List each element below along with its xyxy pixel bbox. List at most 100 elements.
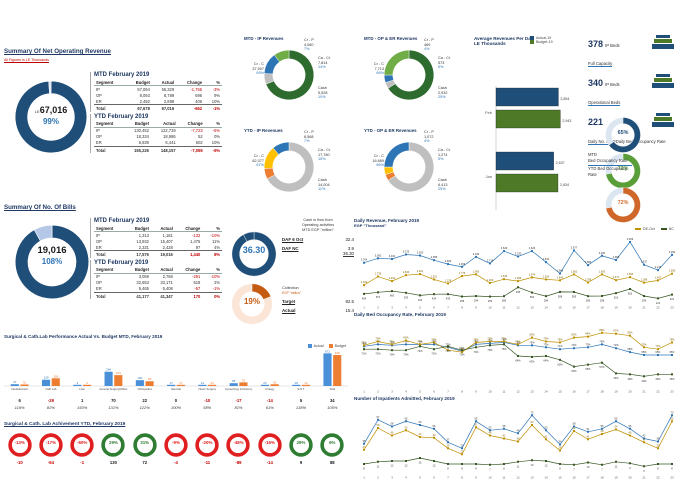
series-marker	[615, 292, 617, 295]
series-value-label: 80%	[403, 336, 409, 340]
surgical-percent: 122%	[139, 405, 150, 410]
surgical-percent: 61%	[265, 405, 274, 410]
series-marker	[363, 284, 365, 287]
series-value-label: 7	[489, 467, 491, 471]
daily-occupancy-chart-plot: 74%76%75%76%76%76%73%69%76%77%78%75%75%7…	[361, 328, 675, 394]
cell-seg: OP	[96, 280, 102, 286]
slice-percent: 67%	[256, 163, 264, 168]
series-value-label: 68%	[459, 347, 465, 351]
cashflow-row-label: DAF NC	[282, 245, 299, 251]
bills-mtd-table: Segment Budget Actual Change% IP 1,313 1,181 -1…	[94, 225, 222, 258]
x-axis-tick: 23	[670, 390, 674, 394]
series-marker	[419, 424, 421, 426]
revenue-donut-percent: 99%	[42, 116, 59, 126]
surgical-bar-value: 98	[148, 377, 152, 381]
series-value-label: 79%	[543, 336, 549, 340]
x-axis-tick: 18	[600, 476, 604, 480]
revenue-mtd-table-title: MTD February 2019	[94, 72, 150, 78]
series-marker	[447, 293, 449, 296]
table-row: IP 1,313 1,181 -132 -10%	[94, 232, 222, 239]
bills-donut-label: 19,016 108%	[12, 245, 92, 266]
slice-percent: 5%	[438, 157, 444, 162]
series-value-label: 73%	[543, 342, 549, 346]
legend-item: NC	[660, 227, 674, 231]
cell-seg: IP	[96, 128, 100, 134]
series-marker	[587, 295, 589, 298]
donut-slice-label: Cr - P 8,568 7%	[304, 130, 314, 144]
series-marker	[615, 420, 617, 423]
cell-budget: 3,059	[138, 274, 149, 280]
series-marker	[657, 279, 659, 282]
series-marker	[475, 255, 477, 258]
x-axis-tick: 23	[670, 476, 674, 480]
series-value-label: 71%	[655, 344, 661, 348]
series-value-label: 78%	[557, 337, 563, 341]
surgical-bar-value: 24	[210, 381, 214, 385]
series-marker	[405, 429, 407, 432]
x-axis-tick: 11	[502, 306, 505, 310]
revenue-donut-chart-0: MTD - IP Revenues Cr - C 37,907 69% Cr - P 4,…	[232, 36, 350, 124]
series-value-label: 54	[615, 425, 618, 429]
bills-donut-percent: 108%	[41, 256, 63, 266]
total-actual: 19,016	[150, 250, 175, 258]
slice-name: Cash	[438, 86, 447, 90]
series-marker	[573, 365, 575, 368]
revenue-mtd-table-header: Segment	[94, 79, 126, 87]
surgical-bar	[82, 384, 92, 386]
x-axis-tick: 11	[502, 476, 505, 480]
cashflow-row-label: DAF 6 Oct	[282, 236, 304, 242]
series-marker	[419, 254, 421, 257]
series-value-label: 68%	[627, 347, 633, 351]
collection-row-value: 82.5	[345, 299, 354, 305]
series-marker	[629, 373, 631, 376]
series-value-label: 75%	[389, 340, 395, 344]
x-axis-tick: 4	[405, 306, 407, 310]
cell-actual: 18,986	[163, 134, 176, 140]
table-row: ER 5,465 5,408 -57 -1%	[94, 286, 222, 293]
series-marker	[489, 342, 491, 345]
series-value-label: 74%	[361, 341, 367, 345]
series-value-label: 74%	[417, 349, 423, 353]
series-value-label: 434	[432, 297, 437, 301]
cashflow-total: 36.30	[343, 250, 354, 257]
total-pct: 8%	[202, 250, 222, 258]
series-marker	[461, 351, 463, 354]
series-marker	[615, 428, 617, 431]
surgical-ytd-gauge: -13%	[7, 432, 33, 458]
series-marker	[517, 280, 519, 283]
series-marker	[419, 457, 421, 459]
series-marker	[545, 346, 547, 349]
x-axis-tick: 13	[530, 476, 534, 480]
x-axis-tick: 16	[572, 476, 576, 480]
series-marker	[531, 250, 533, 253]
surgical-percent: 131%	[108, 405, 119, 410]
table-row: IP 130,452 122,729 -7,723 -6%	[94, 127, 222, 134]
series-marker	[475, 463, 477, 465]
cell-actual: 2,428	[162, 244, 173, 250]
legend-swatch	[307, 344, 312, 349]
cell-actual: 122,729	[160, 128, 176, 134]
series-marker	[405, 274, 407, 277]
achievement-ring	[195, 433, 219, 457]
surgical-bar	[323, 353, 332, 386]
surgical-bar	[260, 384, 270, 386]
series-value-label: 60%	[557, 362, 563, 366]
surgical-category-label: General Surgery&Other	[99, 388, 128, 391]
series-value-label: 55	[629, 424, 632, 428]
cell-budget: 13,932	[136, 238, 149, 244]
series-value-label: 2,586	[585, 260, 592, 264]
series-marker	[391, 290, 393, 293]
series-value-label: 1,903	[599, 269, 606, 273]
series-marker	[671, 293, 673, 296]
series-value-label: 83%	[529, 333, 535, 337]
series-value-label: 8	[671, 467, 673, 471]
series-marker	[657, 440, 659, 443]
slice-percent: 4%	[424, 139, 430, 144]
series-marker	[377, 348, 379, 351]
series-marker	[489, 463, 491, 466]
series-marker	[391, 425, 393, 428]
slice-name: Cr - C	[373, 62, 384, 66]
legend-item: Actual-19	[530, 36, 584, 41]
achievement-percent: -9%	[172, 440, 180, 445]
gauge-percent: 65%	[617, 130, 629, 136]
